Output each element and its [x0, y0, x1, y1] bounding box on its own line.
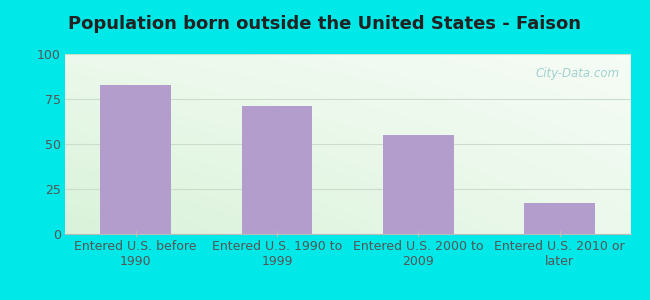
Bar: [242, 106, 313, 234]
Bar: [525, 203, 595, 234]
Bar: [100, 85, 171, 234]
Text: Population born outside the United States - Faison: Population born outside the United State…: [68, 15, 582, 33]
Bar: [383, 135, 454, 234]
Text: City-Data.com: City-Data.com: [535, 67, 619, 80]
